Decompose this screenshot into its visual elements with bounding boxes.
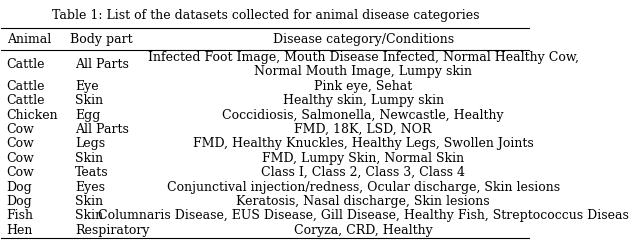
Text: Disease category/Conditions: Disease category/Conditions [273, 33, 454, 46]
Text: Egg: Egg [76, 109, 100, 122]
Text: Coccidiosis, Salmonella, Newcastle, Healthy: Coccidiosis, Salmonella, Newcastle, Heal… [222, 109, 504, 122]
Text: FMD, 18K, LSD, NOR: FMD, 18K, LSD, NOR [294, 123, 432, 136]
Text: Dog: Dog [6, 195, 33, 208]
Text: Eyes: Eyes [76, 181, 106, 194]
Text: Chicken: Chicken [6, 109, 58, 122]
Text: Table 1: List of the datasets collected for animal disease categories: Table 1: List of the datasets collected … [52, 9, 479, 22]
Text: All Parts: All Parts [76, 58, 129, 71]
Text: Cattle: Cattle [6, 58, 45, 71]
Text: Cattle: Cattle [6, 80, 45, 93]
Text: Skin: Skin [76, 195, 104, 208]
Text: Respiratory: Respiratory [76, 224, 150, 237]
Text: Healthy skin, Lumpy skin: Healthy skin, Lumpy skin [282, 94, 444, 107]
Text: FMD, Healthy Knuckles, Healthy Legs, Swollen Joints: FMD, Healthy Knuckles, Healthy Legs, Swo… [193, 137, 534, 150]
Text: Infected Foot Image, Mouth Disease Infected, Normal Healthy Cow,: Infected Foot Image, Mouth Disease Infec… [148, 51, 579, 64]
Text: Legs: Legs [76, 137, 106, 150]
Text: Coryza, CRD, Healthy: Coryza, CRD, Healthy [294, 224, 433, 237]
Text: Teats: Teats [76, 166, 109, 179]
Text: Columnaris Disease, EUS Disease, Gill Disease, Healthy Fish, Streptococcus Disea: Columnaris Disease, EUS Disease, Gill Di… [98, 209, 628, 223]
Text: Hen: Hen [6, 224, 33, 237]
Text: Skin: Skin [76, 209, 104, 223]
Text: Fish: Fish [6, 209, 34, 223]
Text: All Parts: All Parts [76, 123, 129, 136]
Text: Cow: Cow [6, 137, 35, 150]
Text: Eye: Eye [76, 80, 99, 93]
Text: Keratosis, Nasal discharge, Skin lesions: Keratosis, Nasal discharge, Skin lesions [236, 195, 490, 208]
Text: Animal: Animal [6, 33, 51, 46]
Text: Cow: Cow [6, 152, 35, 165]
Text: FMD, Lumpy Skin, Normal Skin: FMD, Lumpy Skin, Normal Skin [262, 152, 464, 165]
Text: Cow: Cow [6, 123, 35, 136]
Text: Dog: Dog [6, 181, 33, 194]
Text: Conjunctival injection/redness, Ocular discharge, Skin lesions: Conjunctival injection/redness, Ocular d… [166, 181, 559, 194]
Text: Cattle: Cattle [6, 94, 45, 107]
Text: Cow: Cow [6, 166, 35, 179]
Text: Normal Mouth Image, Lumpy skin: Normal Mouth Image, Lumpy skin [254, 65, 472, 78]
Text: Skin: Skin [76, 152, 104, 165]
Text: Class I, Class 2, Class 3, Class 4: Class I, Class 2, Class 3, Class 4 [261, 166, 465, 179]
Text: Pink eye, Sehat: Pink eye, Sehat [314, 80, 412, 93]
Text: Body part: Body part [70, 33, 132, 46]
Text: Skin: Skin [76, 94, 104, 107]
